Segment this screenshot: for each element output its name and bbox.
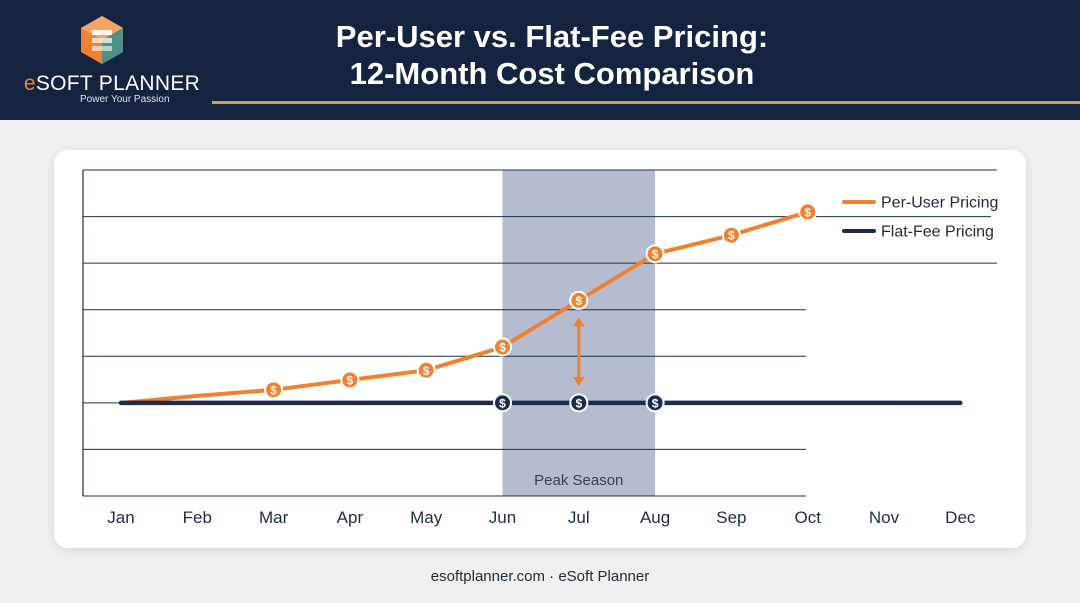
dollar-coin-icon: $ [499,340,506,354]
x-tick-label: Aug [640,508,670,527]
chart-card: Peak Season $ $ $ $ $ $ $ $ $ $ $ Jan Feb Mar Apr May Jun… [54,150,1026,548]
per-user-point [264,380,284,400]
per-user-point [416,360,436,380]
per-user-point [340,370,360,390]
brand-tagline: Power Your Passion [80,94,170,105]
dollar-coin-icon: $ [499,396,506,410]
per-user-point [569,290,589,310]
per-user-line [119,209,810,405]
per-user-point [645,244,665,264]
title-line-2: 12-Month Cost Comparison [349,56,755,91]
flat-fee-point [493,393,512,413]
x-tick-label: Jun [489,508,516,527]
gap-arrow-head-down [572,376,585,386]
dollar-coin-icon: $ [347,374,354,388]
x-tick-label: Mar [259,508,289,527]
page-title: Per-User vs. Flat-Fee Pricing: 12-Month … [212,18,892,92]
title-underline [212,101,1080,104]
per-user-point [493,337,512,357]
dollar-coin-icon: $ [652,396,659,410]
header-banner: eSOFT PLANNER Power Your Passion Per-Use… [0,0,1080,120]
gap-arrow-head-up [572,317,585,327]
dollar-coin-icon: $ [575,396,582,410]
x-tick-label: Dec [945,508,976,527]
brand-name-rest: SOFT PLANNER [35,72,201,95]
legend-label-flat-fee: Flat-Fee Pricing [881,224,994,241]
dollar-coin-icon: $ [423,364,430,378]
x-tick-label: Feb [183,508,212,527]
x-tick-label: May [410,508,443,527]
brand-logo[interactable]: eSOFT PLANNER Power Your Passion [22,14,202,110]
legend-label-per-user: Per-User Pricing [881,195,998,212]
flat-fee-point [569,393,589,413]
dollar-coin-icon: $ [270,383,277,397]
x-tick-label: Oct [794,508,821,527]
flat-fee-point [645,393,665,413]
x-tick-label: Sep [716,508,746,527]
x-tick-label: Nov [869,508,900,527]
stacked-cube-logo-icon [81,16,123,64]
brand-name: eSOFT PLANNER [22,72,202,96]
dollar-coin-icon: $ [728,229,735,243]
line-chart: Peak Season $ $ $ $ $ $ $ $ $ $ $ Jan Feb Mar Apr May Jun… [82,169,998,527]
dollar-coin-icon: $ [575,294,582,308]
dollar-coin-icon: $ [652,247,659,261]
per-user-point [721,225,741,245]
per-user-point [798,202,818,222]
x-tick-label: Jan [107,508,134,527]
peak-season-label: Peak Season [534,472,623,489]
title-line-1: Per-User vs. Flat-Fee Pricing: [335,19,769,54]
footer-credit: esoftplanner.com · eSoft Planner [430,568,650,585]
x-tick-label: Jul [568,508,590,527]
dollar-coin-icon: $ [804,205,811,219]
brand-prefix: e [23,72,36,95]
x-tick-label: Apr [337,508,364,527]
